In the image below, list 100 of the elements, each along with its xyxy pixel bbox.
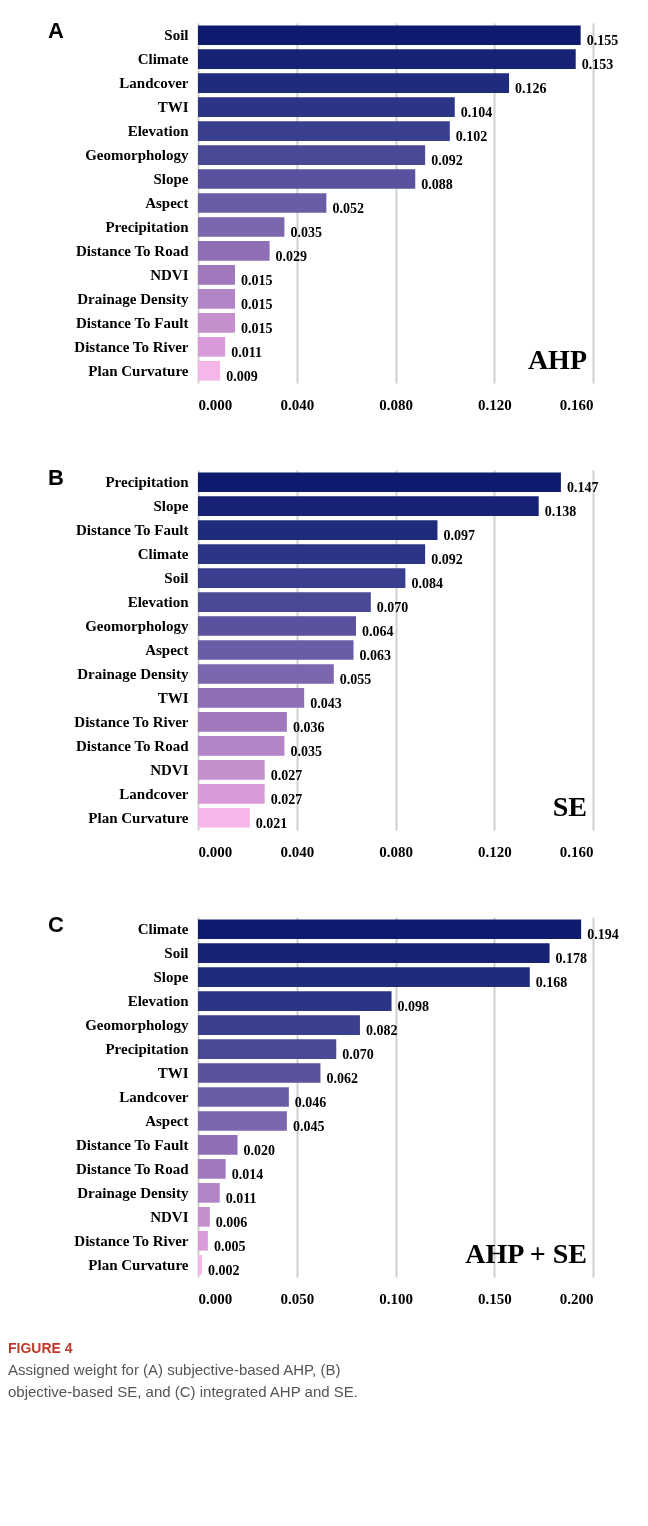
y-tick-label: Precipitation xyxy=(105,218,190,235)
y-tick-label: Plan Curvature xyxy=(88,1256,189,1273)
text: A xyxy=(48,18,64,43)
data-label: 0.035 xyxy=(290,743,322,759)
y-tick-label: TWI xyxy=(157,689,189,706)
x-tick-label: 0.040 xyxy=(280,396,315,413)
x-tick-label: 0.040 xyxy=(280,843,315,860)
data-label: 0.021 xyxy=(255,815,288,831)
y-tick-label: Geomorphology xyxy=(85,1017,189,1034)
y-tick-label: Aspect xyxy=(145,195,189,211)
data-label: 0.102 xyxy=(455,129,488,145)
data-label: 0.063 xyxy=(359,648,392,663)
x-tick-label: 0.160 xyxy=(559,396,594,413)
y-tick-label: Precipitation xyxy=(105,474,190,491)
text: Assigned weight for (A) subjective-based AHP, (B) objective-based SE, and (C) integrated AHP and SE. xyxy=(8,1361,358,1400)
data-label: 0.178 xyxy=(555,951,588,967)
data-label: 0.098 xyxy=(397,999,430,1015)
y-tick-label: Precipitation xyxy=(105,1041,190,1058)
data-label: 0.015 xyxy=(241,296,273,312)
y-tick-label: Drainage Density xyxy=(77,665,189,682)
y-tick-label: Slope xyxy=(153,498,189,515)
y-tick-label: Distance To Fault xyxy=(75,314,189,331)
data-label: 0.153 xyxy=(581,57,614,73)
data-label: 0.097 xyxy=(443,528,475,544)
caption: FIGURE 4 xyxy=(8,1340,73,1356)
x-tick-label: 0.100 xyxy=(379,1290,413,1307)
x-tick-label: 0.150 xyxy=(477,1290,512,1307)
x-tick-label: 0.200 xyxy=(559,1290,594,1307)
y-tick-label: Geomorphology xyxy=(85,147,189,164)
y-tick-label: Landcover xyxy=(119,75,189,92)
annotation: AHP xyxy=(527,344,587,375)
data-label: 0.046 xyxy=(294,1095,327,1110)
data-label: 0.011 xyxy=(231,344,262,360)
x-tick-label: 0.000 xyxy=(198,843,233,860)
x-tick-label: 0.080 xyxy=(379,396,413,413)
y-tick-label: Distance To Fault xyxy=(75,522,189,539)
text: B xyxy=(48,465,64,490)
data-label: 0.070 xyxy=(342,1047,374,1063)
data-label: 0.002 xyxy=(207,1262,240,1278)
data-label: 0.168 xyxy=(535,975,568,991)
x-tick-label: 0.120 xyxy=(477,843,512,860)
x-tick-label: 0.000 xyxy=(198,396,233,413)
data-label: 0.062 xyxy=(326,1071,358,1087)
y-tick-label: Soil xyxy=(164,945,189,962)
data-label: 0.027 xyxy=(270,767,303,783)
data-label: 0.045 xyxy=(292,1118,325,1134)
y-tick-label: NDVI xyxy=(150,1208,189,1225)
y-tick-label: Plan Curvature xyxy=(88,809,189,826)
y-tick-label: NDVI xyxy=(150,761,189,778)
x-tick-label: 0.080 xyxy=(379,843,413,860)
y-tick-label: Distance To Fault xyxy=(75,1136,189,1153)
y-tick-label: TWI xyxy=(157,99,189,116)
data-label: 0.006 xyxy=(215,1214,248,1230)
data-label: 0.104 xyxy=(460,105,493,121)
annotation: SE xyxy=(552,791,587,822)
text: C xyxy=(48,912,64,937)
x-tick-label: 0.000 xyxy=(198,1290,233,1307)
y-tick-label: Slope xyxy=(153,969,189,986)
data-label: 0.194 xyxy=(587,927,619,943)
y-tick-label: Soil xyxy=(164,570,189,587)
y-tick-label: Aspect xyxy=(145,1112,189,1129)
y-tick-label: Drainage Density xyxy=(77,1184,189,1201)
y-tick-label: Distance To Road xyxy=(75,737,190,754)
y-tick-label: Plan Curvature xyxy=(88,362,189,379)
data-label: 0.138 xyxy=(544,504,577,520)
data-label: 0.052 xyxy=(332,201,364,216)
y-tick-label: Elevation xyxy=(127,123,190,140)
y-tick-label: Soil xyxy=(164,27,189,44)
y-tick-label: Landcover xyxy=(119,1089,189,1105)
data-label: 0.126 xyxy=(515,81,547,97)
data-label: 0.011 xyxy=(225,1190,257,1206)
data-label: 0.029 xyxy=(275,248,308,264)
data-label: 0.005 xyxy=(213,1238,246,1254)
data-label: 0.020 xyxy=(243,1142,275,1158)
data-label: 0.055 xyxy=(339,671,372,687)
y-tick-label: Climate xyxy=(137,51,189,68)
data-label: 0.084 xyxy=(411,576,443,592)
annotation: AHP + SE xyxy=(465,1238,587,1269)
y-tick-label: Distance To River xyxy=(74,338,189,355)
data-label: 0.009 xyxy=(226,368,258,384)
y-tick-label: Drainage Density xyxy=(77,290,189,307)
data-label: 0.015 xyxy=(241,320,273,336)
y-tick-label: Climate xyxy=(137,921,189,938)
data-label: 0.064 xyxy=(362,624,394,640)
data-label: 0.092 xyxy=(431,552,463,568)
y-tick-label: Distance To Road xyxy=(75,242,190,259)
y-tick-label: Distance To Road xyxy=(75,1160,190,1177)
y-tick-label: Geomorphology xyxy=(85,618,189,635)
x-tick-label: 0.050 xyxy=(280,1290,315,1307)
data-label: 0.015 xyxy=(241,272,273,288)
data-label: 0.088 xyxy=(421,177,453,193)
data-label: 0.035 xyxy=(290,224,322,240)
y-tick-label: TWI xyxy=(157,1065,189,1082)
data-label: 0.043 xyxy=(310,695,342,711)
data-label: 0.014 xyxy=(231,1166,264,1182)
y-tick-label: Elevation xyxy=(127,993,190,1010)
data-label: 0.082 xyxy=(365,1023,398,1039)
y-tick-label: Distance To River xyxy=(74,713,189,730)
y-tick-label: Elevation xyxy=(127,594,190,611)
data-label: 0.092 xyxy=(431,153,463,169)
